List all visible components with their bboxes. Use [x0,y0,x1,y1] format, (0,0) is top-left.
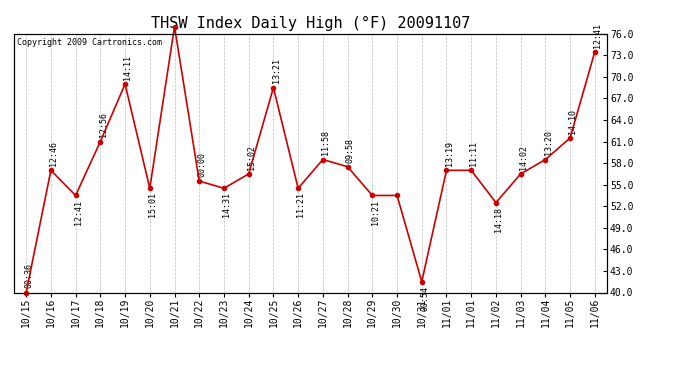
Text: 15:02: 15:02 [247,145,256,170]
Text: 14:02: 14:02 [519,145,528,170]
Text: 14:18: 14:18 [494,207,503,232]
Text: 11:58: 11:58 [321,130,330,155]
Text: Copyright 2009 Cartronics.com: Copyright 2009 Cartronics.com [17,38,161,46]
Text: 00:00: 00:00 [197,152,206,177]
Text: 12:46: 12:46 [49,141,58,166]
Text: 11:21: 11:21 [297,192,306,217]
Text: 12:41: 12:41 [593,22,602,48]
Text: 13:19: 13:19 [445,141,454,166]
Text: 13:21: 13:21 [272,58,281,84]
Text: 14:31: 14:31 [222,192,231,217]
Text: 14:11: 14:11 [124,55,132,80]
Text: 09:58: 09:58 [346,138,355,162]
Text: 12:41: 12:41 [74,200,83,225]
Text: 14:31: 14:31 [0,374,1,375]
Text: 11:11: 11:11 [469,141,478,166]
Text: 15:01: 15:01 [148,192,157,217]
Text: 00:36: 00:36 [24,263,33,288]
Text: 14:10: 14:10 [569,109,578,134]
Text: 13:20: 13:20 [544,130,553,155]
Text: 10:21: 10:21 [371,200,380,225]
Title: THSW Index Daily High (°F) 20091107: THSW Index Daily High (°F) 20091107 [151,16,470,31]
Text: 12:56: 12:56 [99,112,108,137]
Text: 00:54: 00:54 [420,286,429,311]
